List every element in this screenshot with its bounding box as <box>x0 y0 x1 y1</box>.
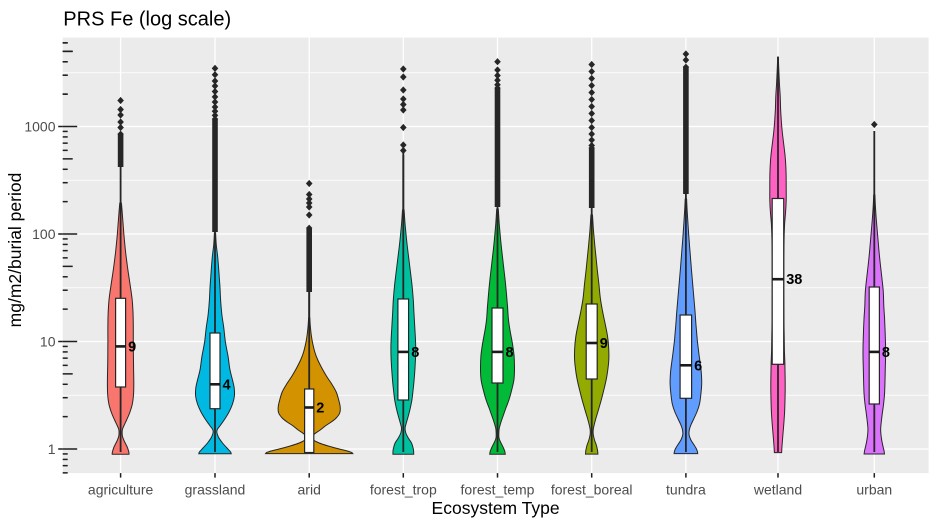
svg-text:wetland: wetland <box>753 482 802 498</box>
svg-text:forest_boreal: forest_boreal <box>551 482 633 498</box>
svg-text:urban: urban <box>856 482 892 498</box>
svg-text:38: 38 <box>786 272 802 288</box>
svg-text:100: 100 <box>32 226 56 242</box>
svg-text:8: 8 <box>411 345 419 361</box>
svg-text:8: 8 <box>882 345 890 361</box>
svg-text:8: 8 <box>506 345 514 361</box>
svg-text:PRS Fe (log scale): PRS Fe (log scale) <box>63 8 231 30</box>
svg-text:agriculture: agriculture <box>88 482 154 498</box>
svg-text:arid: arid <box>298 482 321 498</box>
svg-text:9: 9 <box>600 336 608 352</box>
svg-text:1000: 1000 <box>24 119 55 135</box>
svg-text:forest_temp: forest_temp <box>461 482 535 498</box>
svg-text:Ecosystem Type: Ecosystem Type <box>432 498 560 518</box>
svg-text:1: 1 <box>48 441 56 457</box>
svg-text:9: 9 <box>128 339 136 355</box>
svg-text:forest_trop: forest_trop <box>370 482 437 498</box>
svg-text:tundra: tundra <box>666 482 706 498</box>
svg-text:grassland: grassland <box>185 482 246 498</box>
svg-text:2: 2 <box>316 401 324 417</box>
svg-text:10: 10 <box>40 334 56 350</box>
svg-text:6: 6 <box>694 358 702 374</box>
svg-text:4: 4 <box>223 377 231 393</box>
svg-text:mg/m2/burial period: mg/m2/burial period <box>5 173 25 328</box>
